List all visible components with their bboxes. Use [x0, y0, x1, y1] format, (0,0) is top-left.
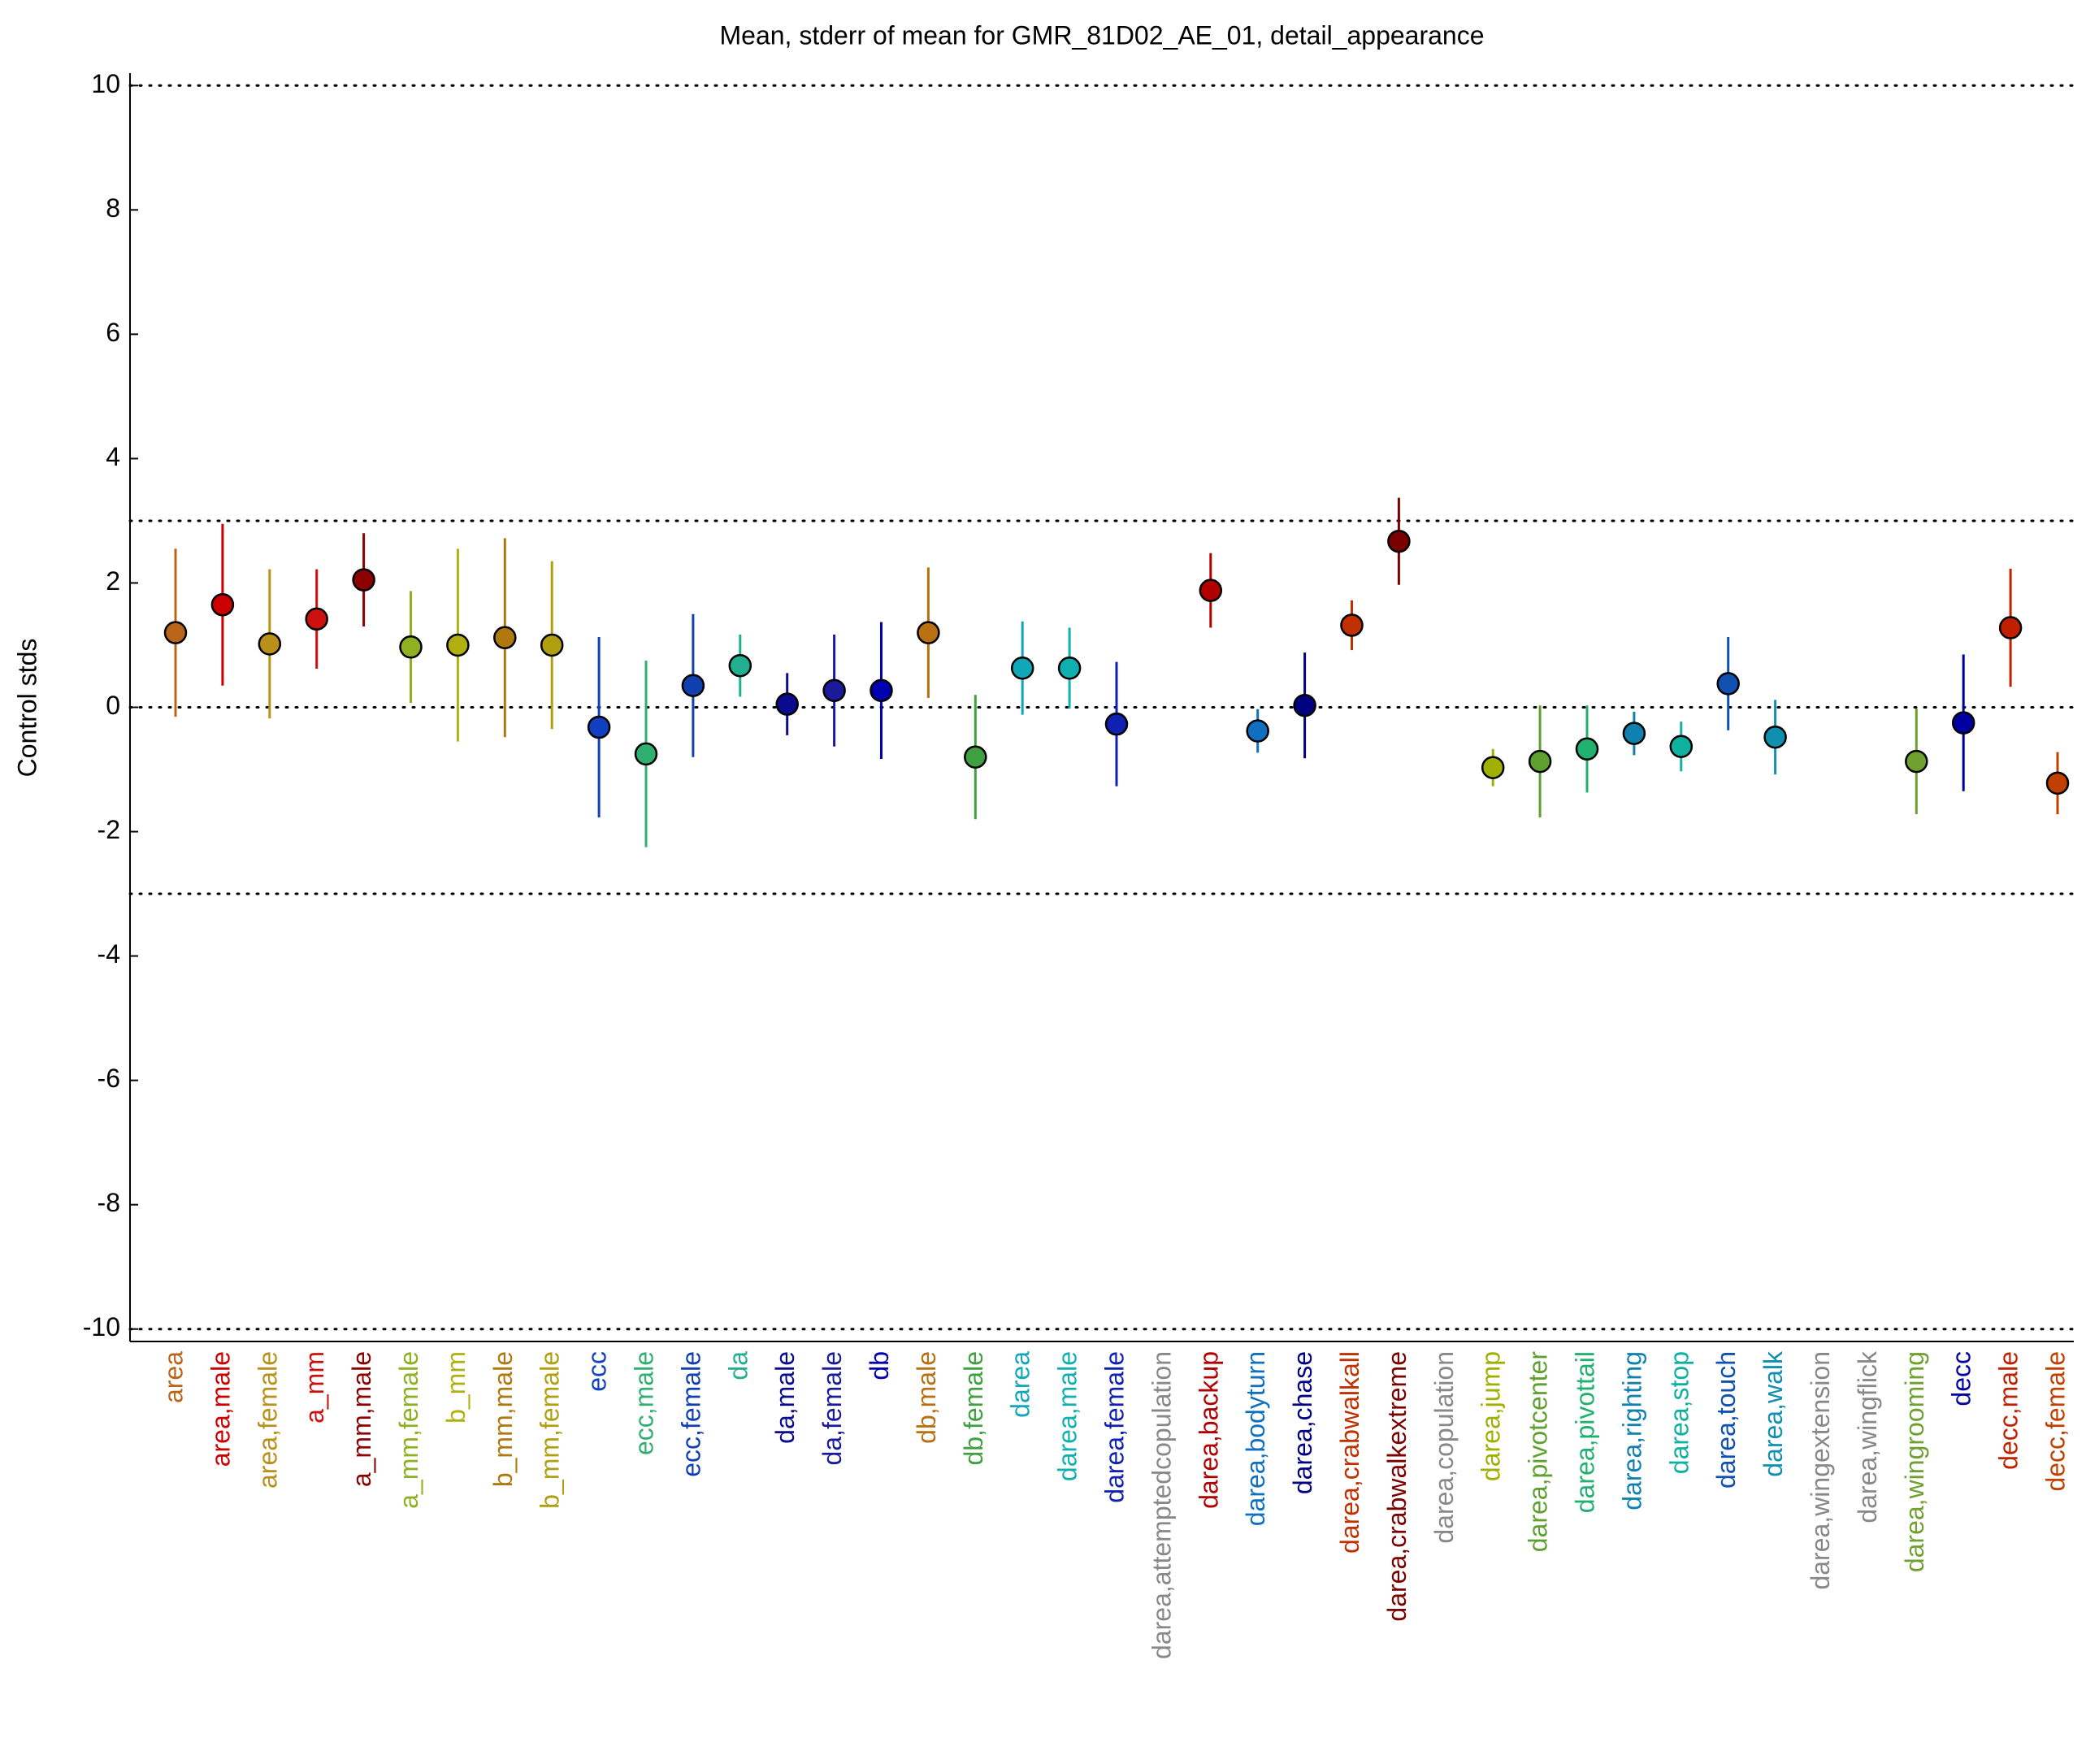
x-tick-label: decc,male — [1994, 1351, 2023, 1470]
mean-marker — [1246, 719, 1269, 743]
x-tick-label: darea,bodyturn — [1241, 1351, 1270, 1526]
x-tick-label: darea,crabwalkall — [1335, 1351, 1364, 1554]
mean-marker — [1387, 529, 1411, 553]
x-tick-label: a_mm,female — [394, 1351, 423, 1509]
x-tick-label: db,female — [959, 1351, 988, 1466]
mean-marker — [1010, 657, 1034, 680]
x-tick-label: darea,walk — [1759, 1350, 1788, 1477]
mean-marker — [917, 621, 940, 644]
x-tick-label: area — [158, 1351, 188, 1403]
mean-marker — [1481, 756, 1505, 779]
x-tick-label: da — [723, 1351, 752, 1380]
mean-marker — [822, 678, 846, 703]
mean-marker — [1763, 725, 1787, 749]
x-tick-label: area,female — [253, 1351, 282, 1489]
y-tick-label: -8 — [98, 1188, 120, 1217]
y-tick-label: 8 — [106, 193, 120, 223]
mean-marker — [540, 633, 564, 657]
x-tick-label: decc,female — [2040, 1351, 2070, 1492]
x-tick-label: darea,male — [1053, 1351, 1082, 1481]
x-tick-label: darea,chase — [1288, 1351, 1317, 1494]
mean-marker — [1340, 613, 1364, 637]
x-tick-label: darea,touch — [1711, 1351, 1741, 1489]
y-tick-label: 10 — [91, 69, 120, 98]
mean-marker — [681, 674, 705, 697]
x-tick-label: ecc — [583, 1351, 612, 1392]
mean-marker — [1199, 579, 1223, 602]
mean-marker — [964, 745, 987, 769]
x-tick-label: darea,wingrooming — [1900, 1351, 1929, 1572]
x-tick-label: darea,crabwalkextreme — [1382, 1351, 1412, 1622]
mean-marker — [870, 678, 893, 703]
x-tick-label: darea,wingflick — [1853, 1350, 1882, 1523]
mean-marker — [352, 568, 375, 592]
x-tick-label: darea,jump — [1477, 1351, 1506, 1481]
x-tick-label: darea,pivottail — [1570, 1351, 1599, 1513]
x-tick-label: darea,stop — [1664, 1351, 1694, 1474]
x-tick-label: darea,righting — [1617, 1351, 1646, 1510]
mean-marker — [258, 632, 282, 656]
mean-marker — [1575, 737, 1599, 761]
y-axis-label: Control stds — [12, 639, 41, 778]
mean-marker — [1951, 711, 1975, 735]
x-tick-label: b_mm,male — [488, 1351, 518, 1487]
x-tick-label: darea,female — [1099, 1351, 1129, 1503]
y-tick-label: 4 — [106, 442, 120, 471]
x-tick-label: ecc,female — [676, 1351, 705, 1477]
mean-marker — [1716, 672, 1740, 696]
y-tick-label: -2 — [98, 815, 120, 844]
mean-marker — [634, 742, 658, 766]
x-tick-label: b_mm — [441, 1351, 471, 1424]
x-tick-label: da,female — [817, 1351, 847, 1466]
mean-marker — [1622, 722, 1646, 745]
x-tick-label: darea,pivotcenter — [1524, 1351, 1553, 1553]
x-tick-label: darea,backup — [1194, 1351, 1223, 1509]
x-tick-label: da,male — [770, 1351, 800, 1444]
mean-marker — [2045, 771, 2070, 795]
mean-marker — [1905, 749, 1928, 774]
mean-marker — [1669, 735, 1694, 758]
mean-marker — [399, 635, 423, 659]
x-tick-label: darea,attemptedcopulation — [1147, 1351, 1176, 1659]
mean-marker — [493, 626, 517, 650]
x-tick-label: decc — [1947, 1351, 1976, 1406]
mean-marker — [1057, 657, 1082, 680]
mean-marker — [1528, 749, 1552, 774]
mean-marker — [163, 621, 188, 644]
mean-marker — [775, 692, 799, 716]
x-tick-label: darea,copulation — [1429, 1351, 1459, 1544]
x-tick-label: area,male — [206, 1351, 235, 1467]
x-tick-label: b_mm,female — [536, 1351, 565, 1509]
y-tick-label: -10 — [83, 1312, 120, 1341]
x-tick-label: db,male — [912, 1351, 941, 1444]
mean-marker — [1104, 712, 1129, 736]
x-tick-label: db — [865, 1351, 894, 1380]
x-tick-label: darea,wingextension — [1806, 1351, 1835, 1590]
y-tick-label: -6 — [98, 1064, 120, 1093]
mean-marker — [728, 653, 752, 678]
chart-title: Mean, stderr of mean for GMR_81D02_AE_01… — [720, 20, 1485, 50]
x-tick-label: ecc,male — [629, 1351, 658, 1455]
mean-marker — [1293, 693, 1316, 717]
mean-marker — [587, 715, 611, 739]
x-tick-label: a_mm — [300, 1351, 329, 1424]
x-tick-label: darea — [1006, 1351, 1035, 1418]
mean-marker — [1998, 616, 2023, 639]
y-tick-label: 0 — [106, 691, 120, 720]
x-tick-label: a_mm,male — [347, 1351, 376, 1487]
y-tick-label: 2 — [106, 566, 120, 596]
mean-marker — [305, 607, 328, 631]
y-tick-label: 6 — [106, 318, 120, 347]
mean-marker — [210, 592, 235, 617]
mean-marker — [446, 633, 470, 657]
y-tick-label: -4 — [98, 939, 120, 969]
